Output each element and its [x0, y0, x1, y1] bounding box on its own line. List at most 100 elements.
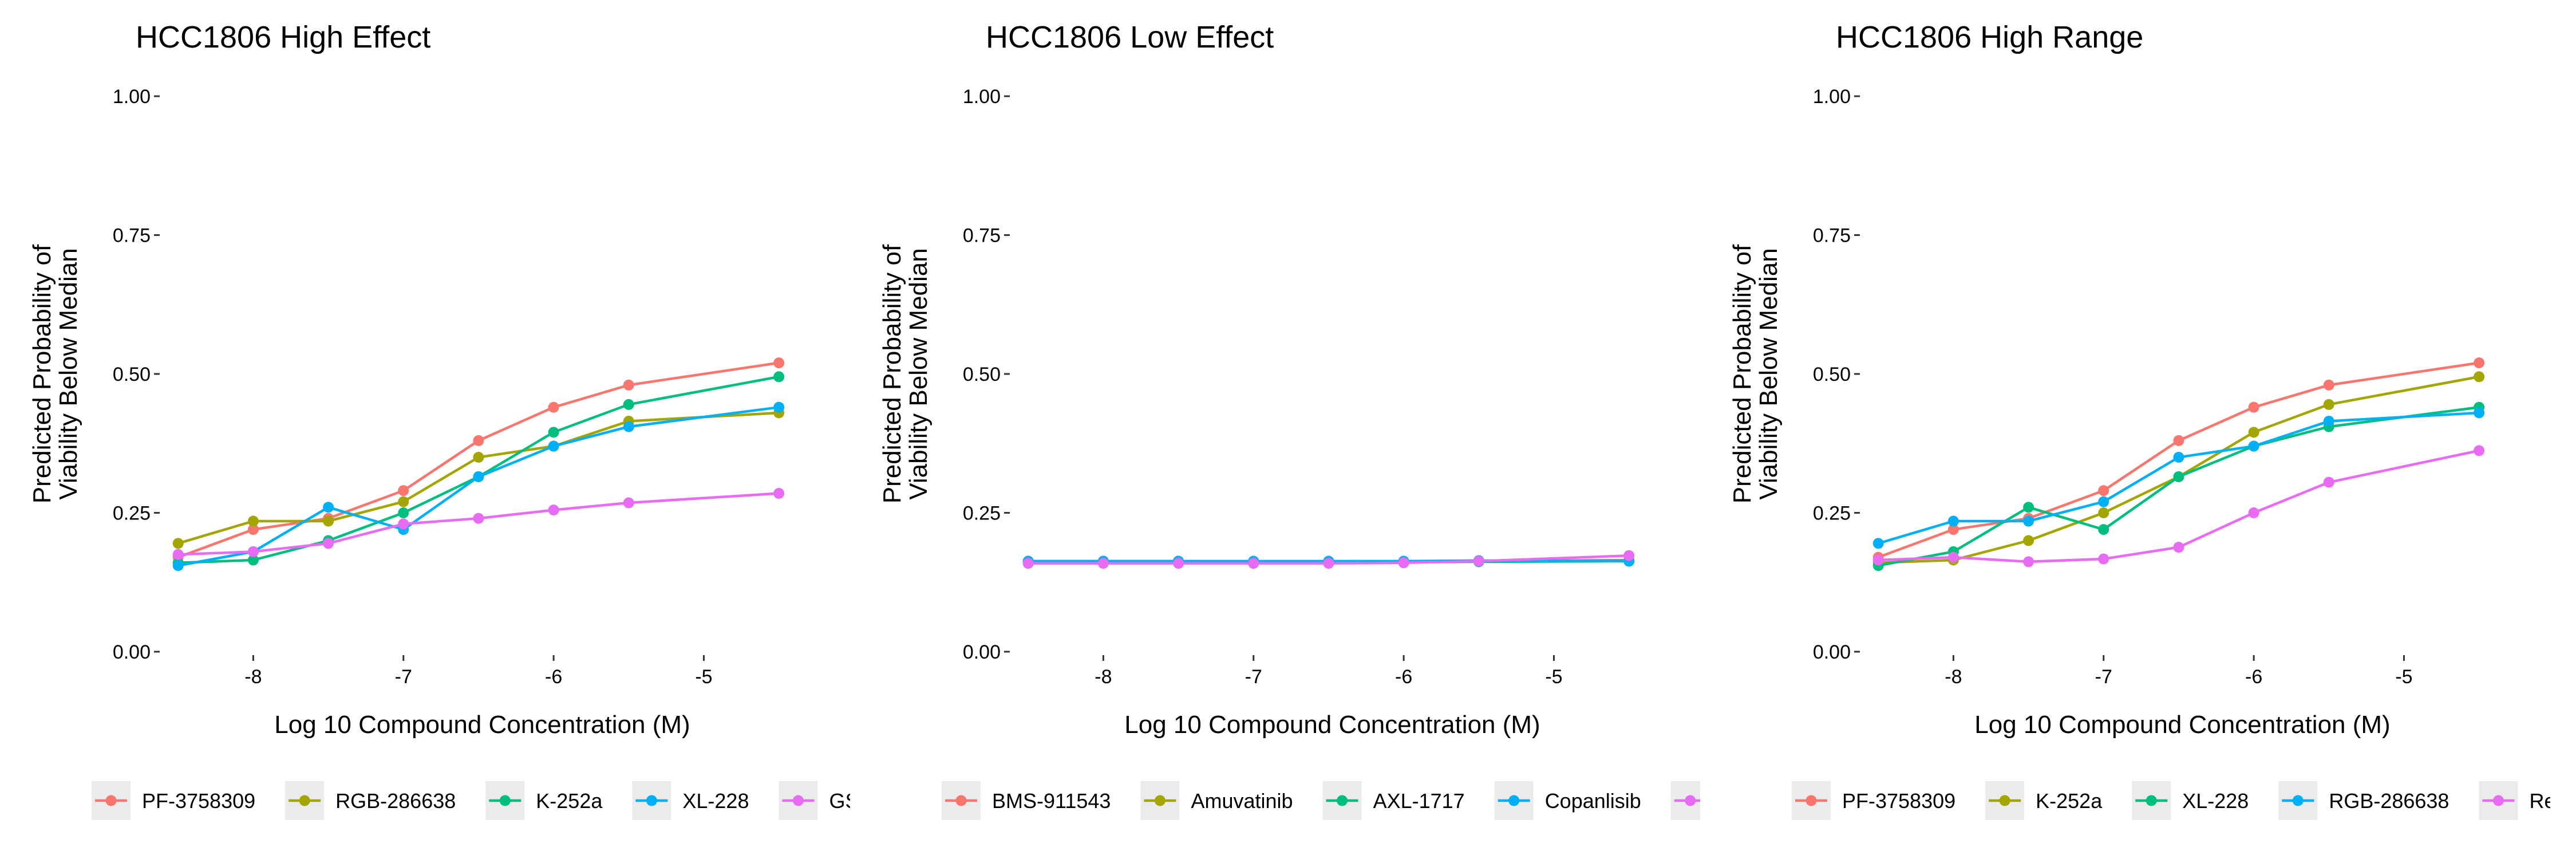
data-point	[2323, 476, 2334, 488]
y-tick-label: 0.50	[113, 364, 151, 385]
legend-key-point	[299, 795, 310, 806]
data-point	[2023, 502, 2034, 513]
data-point	[247, 546, 259, 557]
data-point	[2173, 471, 2184, 482]
series-line	[177, 405, 779, 567]
legend-label: RGB-286638	[2329, 789, 2449, 813]
legend-key-point	[1154, 795, 1165, 806]
y-tick-label: 0.75	[963, 225, 1001, 247]
legend-key-point	[1337, 795, 1348, 806]
data-point	[2023, 535, 2034, 546]
data-point	[473, 471, 484, 482]
legend-key-point	[1508, 795, 1520, 806]
chart-panel-3: HCC1806 High Range 0.00 0.25 0.50 0.75 1.00 -8…	[1728, 20, 2550, 820]
data-point	[773, 401, 785, 413]
legend-key-point	[2492, 795, 2504, 806]
legend-label: XL-228	[682, 789, 749, 813]
data-point	[172, 560, 184, 572]
legend-label: GSK-105	[829, 789, 914, 813]
data-point	[1623, 550, 1635, 561]
series-line	[177, 411, 779, 545]
x-tick-label: -7	[395, 666, 412, 688]
y-tick-label: 0.25	[1813, 503, 1851, 525]
x-tick-label: -5	[1545, 666, 1562, 688]
x-tick-label: -6	[1395, 666, 1412, 688]
legend-key-point	[1805, 795, 1817, 806]
x-axis-label: Log 10 Compound Concentration (M)	[274, 711, 690, 739]
y-tick-label: 0.75	[113, 225, 151, 247]
y-tick-label: 0.00	[113, 641, 151, 663]
y-axis-label: Predicted Probability ofViability Below …	[878, 244, 933, 503]
data-point	[2248, 507, 2259, 518]
legend-key-point	[499, 795, 511, 806]
data-point	[1022, 558, 1034, 569]
series-line	[177, 361, 779, 559]
data-point	[2248, 401, 2259, 413]
y-tick-label: 1.00	[1813, 86, 1851, 108]
y-tick-label: 0.50	[1813, 364, 1851, 385]
data-point	[2474, 371, 2485, 383]
y-axis-label: Predicted Probability ofViability Below …	[28, 244, 82, 503]
data-point	[548, 401, 559, 413]
legend-key-point	[1685, 795, 1696, 806]
x-tick-label: -5	[2395, 666, 2412, 688]
data-point	[2248, 427, 2259, 438]
data-point	[2098, 507, 2109, 518]
data-point	[2173, 435, 2184, 446]
data-point	[398, 518, 409, 530]
data-point	[1947, 515, 1959, 527]
data-point	[473, 452, 484, 463]
x-tick-label: -8	[1095, 666, 1112, 688]
data-point	[323, 502, 334, 513]
legend-key-point	[2292, 795, 2304, 806]
data-point	[548, 440, 559, 452]
data-point	[773, 357, 785, 369]
x-tick-label: -6	[545, 666, 562, 688]
data-point	[172, 549, 184, 560]
data-point	[247, 554, 259, 566]
x-tick-label: -8	[1945, 666, 1962, 688]
y-tick-label: 0.00	[1813, 641, 1851, 663]
data-point	[2098, 524, 2109, 535]
legend-label: RGB-286638	[335, 789, 456, 813]
data-point	[2023, 515, 2034, 527]
data-point	[1947, 551, 1959, 563]
y-tick-label: 0.75	[1813, 225, 1851, 247]
y-tick-label: 0.50	[963, 364, 1001, 385]
data-point	[247, 515, 259, 527]
data-point	[2474, 407, 2485, 419]
data-point	[2323, 415, 2334, 427]
legend-key-point	[646, 795, 657, 806]
data-point	[323, 515, 334, 527]
chart-title: HCC1806 High Range	[1836, 20, 2143, 54]
chart-title: HCC1806 Low Effect	[986, 20, 1274, 54]
x-tick-label: -5	[695, 666, 712, 688]
data-point	[1872, 554, 1884, 566]
chart-panel-1: HCC1806 High Effect 0.00 0.25 0.50 0.75 1.00 -…	[28, 20, 914, 820]
data-point	[1872, 538, 1884, 549]
series-line	[1878, 361, 2479, 559]
chart-title: HCC1806 High Effect	[136, 20, 430, 54]
y-tick-label: 1.00	[113, 86, 151, 108]
data-point	[773, 371, 785, 383]
data-point	[1947, 524, 1959, 535]
data-point	[1398, 557, 1409, 569]
data-point	[2323, 379, 2334, 391]
chart-panel-2: HCC1806 Low Effect 0.00 0.25 0.50 0.75 1.00 -8…	[878, 20, 1778, 820]
data-point	[398, 496, 409, 507]
legend-label: ARRY	[1721, 789, 1778, 813]
x-tick-label: -8	[244, 666, 262, 688]
data-point	[623, 379, 634, 391]
data-point	[247, 524, 259, 535]
y-tick-label: 0.25	[963, 503, 1001, 525]
data-point	[2323, 399, 2334, 410]
data-point	[2098, 553, 2109, 565]
legend-key-point	[792, 795, 804, 806]
y-tick-label: 1.00	[963, 86, 1001, 108]
data-point	[1173, 558, 1184, 569]
series-line	[1028, 554, 1629, 565]
legend-key-point	[955, 795, 967, 806]
x-tick-label: -6	[2245, 666, 2262, 688]
data-point	[398, 485, 409, 497]
